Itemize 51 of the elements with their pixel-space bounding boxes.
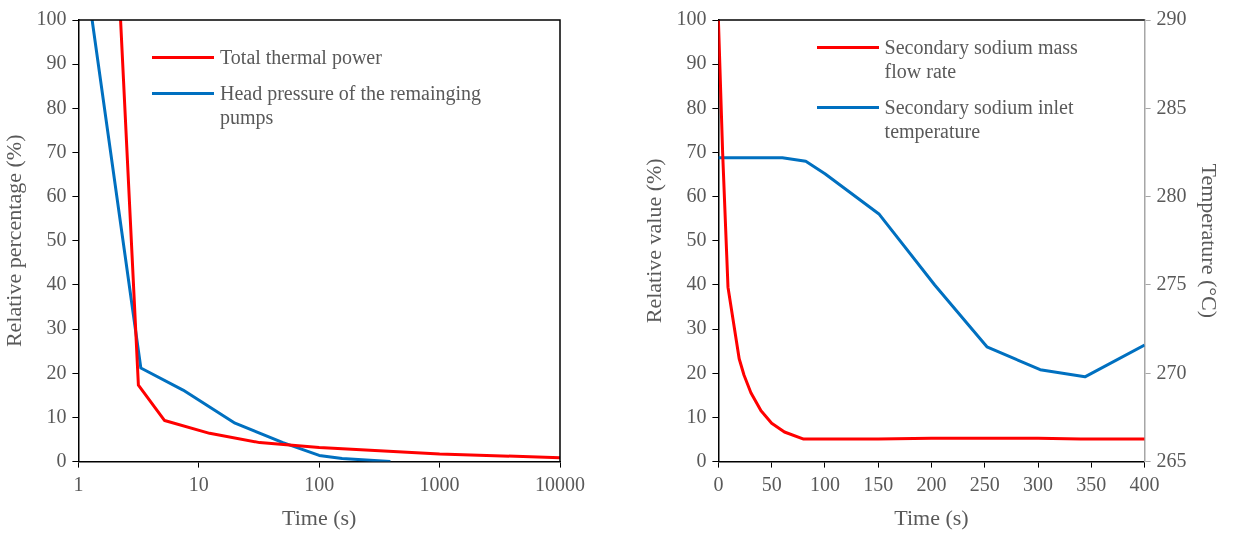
y-tick-label: 40 xyxy=(686,272,707,295)
y2-tick-label: 265 xyxy=(1156,448,1187,471)
x-tick-label: 1 xyxy=(73,472,84,495)
y-tick-label: 100 xyxy=(36,7,67,30)
y-tick-label: 80 xyxy=(686,95,707,118)
y-tick-label: 0 xyxy=(56,448,67,471)
legend-label: Secondary sodium mass flow rate xyxy=(884,35,1079,83)
y-tick-label: 60 xyxy=(686,183,707,206)
x-tick-label: 100 xyxy=(304,472,335,495)
legend-label: Secondary sodium inlet temperature xyxy=(884,95,1075,143)
y2-tick-label: 285 xyxy=(1156,95,1187,118)
x-tick-label: 250 xyxy=(969,472,1000,495)
y-tick-label: 20 xyxy=(46,360,67,383)
y2-axis-title: Temperature (°C) xyxy=(1197,163,1223,319)
y-tick-label: 20 xyxy=(686,360,707,383)
x-axis-title: Time (s) xyxy=(282,504,357,530)
x-tick-label: 100 xyxy=(809,472,840,495)
y-tick-label: 100 xyxy=(676,7,707,30)
y-tick-label: 90 xyxy=(686,51,707,74)
x-tick-label: 400 xyxy=(1129,472,1160,495)
x-tick-label: 350 xyxy=(1076,472,1107,495)
y-tick-label: 50 xyxy=(686,228,707,251)
legend-label: Head pressure of the remainging pumps xyxy=(220,81,482,129)
x-tick-label: 1000 xyxy=(419,472,460,495)
y2-tick-label: 275 xyxy=(1156,272,1187,295)
y-tick-label: 30 xyxy=(46,316,67,339)
y-axis-title: Relative percentage (%) xyxy=(0,134,26,348)
x-tick-label: 300 xyxy=(1023,472,1054,495)
y2-tick-label: 270 xyxy=(1156,360,1187,383)
y-tick-label: 50 xyxy=(46,228,67,251)
y-tick-label: 80 xyxy=(46,95,67,118)
y-tick-label: 70 xyxy=(686,139,707,162)
y-tick-label: 90 xyxy=(46,51,67,74)
y-tick-label: 10 xyxy=(46,404,67,427)
x-tick-label: 10 xyxy=(188,472,209,495)
y-tick-label: 30 xyxy=(686,316,707,339)
x-tick-label: 200 xyxy=(916,472,947,495)
y2-tick-label: 290 xyxy=(1156,7,1187,30)
y-axis-title: Relative value (%) xyxy=(640,158,666,324)
legend-label: Total thermal power xyxy=(220,45,383,69)
y2-tick-label: 280 xyxy=(1156,183,1187,206)
y-tick-label: 40 xyxy=(46,272,67,295)
y-tick-label: 70 xyxy=(46,139,67,162)
y-tick-label: 10 xyxy=(686,404,707,427)
y-tick-label: 0 xyxy=(696,448,707,471)
y-tick-label: 60 xyxy=(46,183,67,206)
x-tick-label: 10000 xyxy=(535,472,585,495)
x-tick-label: 50 xyxy=(761,472,782,495)
x-tick-label: 150 xyxy=(863,472,894,495)
x-axis-title: Time (s) xyxy=(894,504,969,530)
x-tick-label: 0 xyxy=(713,472,724,495)
